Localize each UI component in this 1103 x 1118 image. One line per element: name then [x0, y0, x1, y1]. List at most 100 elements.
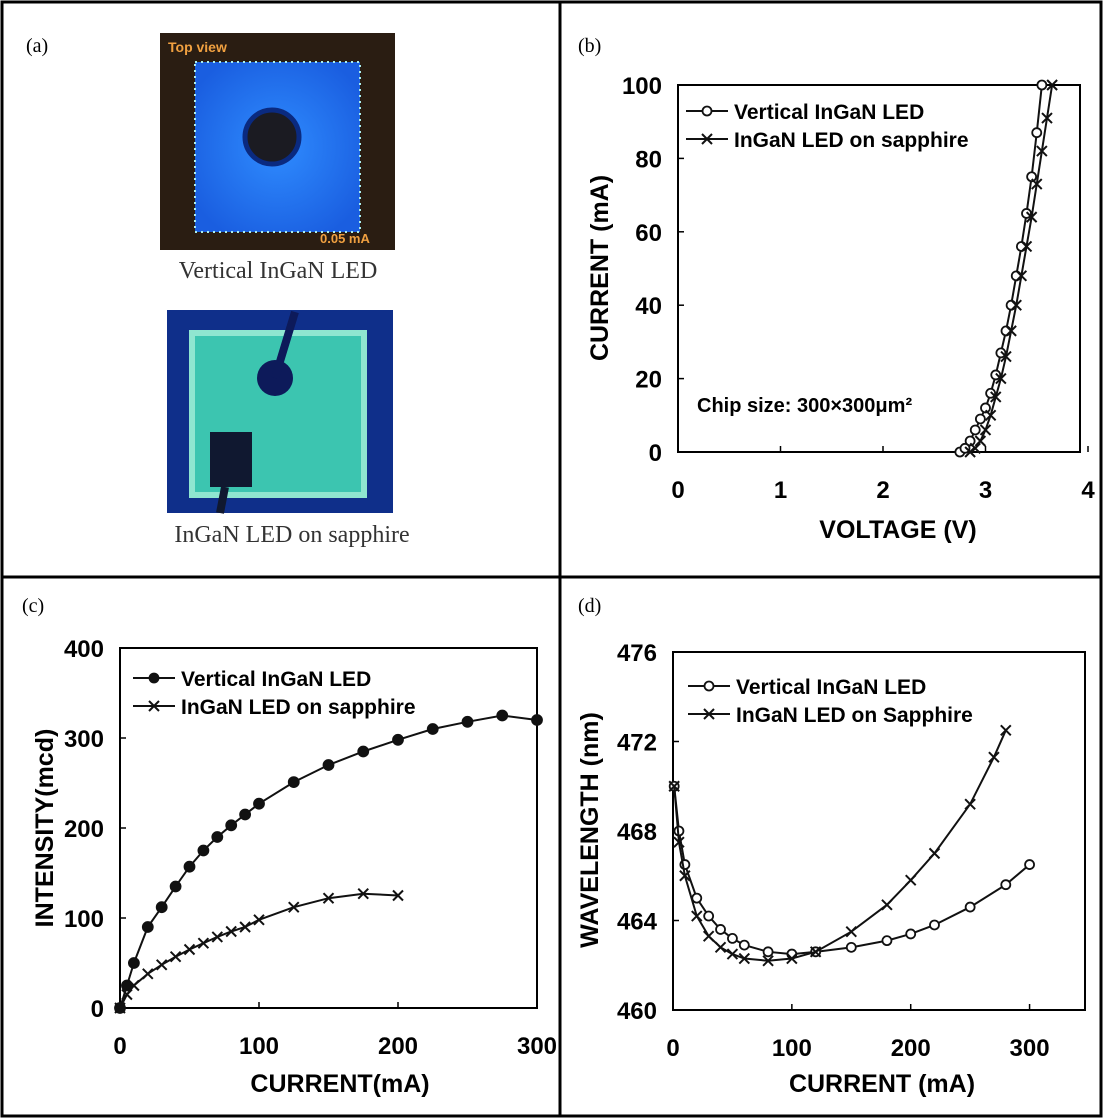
- marker: [845, 941, 857, 953]
- y-tick-label: 200: [64, 816, 104, 843]
- legend-marker: [148, 700, 160, 712]
- marker: [786, 952, 798, 965]
- legend-label: Vertical InGaN LED: [181, 668, 371, 691]
- legend-marker: [701, 133, 713, 145]
- line: [959, 84, 1043, 453]
- series: [114, 887, 404, 1014]
- marker: [155, 901, 168, 914]
- marker: [726, 948, 739, 960]
- marker: [121, 979, 133, 992]
- marker: [881, 899, 893, 911]
- marker: [1024, 859, 1035, 870]
- photo-overlay: Top view: [168, 39, 227, 55]
- marker: [183, 943, 196, 956]
- legend-label: Vertical InGaN LED: [736, 676, 926, 699]
- annotation: Chip size: 300×300μm²: [697, 395, 912, 417]
- y-tick-label: 0: [649, 440, 662, 467]
- y-axis-label: WAVELENGTH (nm): [576, 712, 604, 948]
- marker: [1025, 211, 1038, 223]
- y-tick-label: 400: [64, 636, 104, 663]
- marker: [239, 921, 251, 933]
- caption: InGaN LED on sapphire: [174, 522, 409, 548]
- marker: [673, 836, 685, 848]
- legend-marker: [703, 708, 715, 720]
- marker: [121, 988, 133, 1001]
- y-tick-label: 0: [91, 996, 104, 1023]
- legend-label: Vertical InGaN LED: [734, 101, 924, 124]
- marker: [322, 759, 335, 771]
- x-tick-label: 100: [239, 1033, 279, 1060]
- marker: [974, 413, 986, 425]
- marker: [959, 442, 971, 454]
- marker: [679, 870, 691, 882]
- marker: [691, 892, 703, 904]
- marker: [980, 402, 991, 414]
- marker: [727, 933, 738, 944]
- marker: [1031, 178, 1043, 190]
- marker: [762, 946, 774, 958]
- line: [673, 729, 1007, 962]
- marker: [928, 847, 941, 860]
- series: [954, 79, 1048, 458]
- y-tick-label: 40: [635, 293, 662, 320]
- caption: Vertical InGaN LED: [179, 258, 378, 284]
- marker: [169, 950, 182, 963]
- y-tick-label: 476: [617, 640, 657, 667]
- marker: [127, 957, 140, 969]
- y-tick-label: 464: [617, 909, 658, 936]
- marker: [969, 424, 981, 436]
- y-tick-label: 60: [635, 220, 662, 247]
- legend-marker: [701, 133, 713, 145]
- x-tick-label: 0: [113, 1033, 126, 1060]
- x-tick-label: 100: [772, 1035, 812, 1062]
- y-tick-label: 472: [617, 730, 657, 757]
- marker: [668, 780, 680, 792]
- marker: [114, 1002, 126, 1014]
- marker: [964, 435, 976, 447]
- photo: [167, 310, 393, 514]
- marker: [964, 798, 976, 810]
- x-tick-label: 2: [876, 477, 889, 504]
- marker: [211, 831, 224, 843]
- series: [114, 709, 543, 1014]
- x-tick-label: 200: [378, 1033, 418, 1060]
- marker: [995, 347, 1007, 359]
- y-tick-label: 300: [64, 726, 104, 753]
- marker: [225, 925, 237, 938]
- marker: [1041, 112, 1053, 124]
- panel-label: (a): [26, 35, 48, 57]
- marker: [738, 939, 750, 951]
- marker: [984, 409, 997, 422]
- legend-marker: [703, 680, 715, 692]
- marker: [809, 946, 822, 958]
- marker: [1010, 299, 1022, 311]
- marker: [990, 391, 1002, 403]
- marker: [979, 424, 992, 436]
- marker: [974, 435, 987, 447]
- marker: [1000, 879, 1012, 891]
- x-axis-label: VOLTAGE (V): [819, 516, 976, 544]
- marker: [881, 935, 893, 947]
- x-tick-label: 300: [1010, 1035, 1050, 1062]
- legend-marker: [701, 105, 713, 117]
- marker: [288, 901, 300, 913]
- marker: [141, 921, 154, 933]
- y-tick-label: 100: [64, 906, 104, 933]
- marker: [691, 910, 703, 922]
- marker: [1026, 171, 1038, 183]
- photo-overlay: 0.05 mA: [320, 231, 370, 246]
- panel-label: (b): [578, 35, 601, 57]
- marker: [426, 723, 439, 735]
- x-axis-label: CURRENT (mA): [789, 1070, 975, 1098]
- x-tick-label: 200: [891, 1035, 931, 1062]
- marker: [703, 910, 715, 922]
- marker: [496, 709, 509, 722]
- marker: [985, 387, 997, 399]
- marker: [715, 924, 726, 935]
- x-tick-label: 4: [1081, 477, 1095, 504]
- marker: [461, 715, 474, 728]
- marker: [392, 733, 404, 746]
- marker: [762, 955, 774, 967]
